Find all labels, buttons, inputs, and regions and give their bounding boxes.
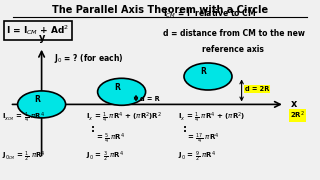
Text: The Parallel Axis Theorem with a Circle: The Parallel Axis Theorem with a Circle <box>52 5 268 15</box>
Text: reference axis: reference axis <box>202 45 263 54</box>
Text: J$_0$ = ? (for each): J$_0$ = ? (for each) <box>54 52 124 65</box>
Text: :: : <box>91 124 95 134</box>
Circle shape <box>98 78 146 105</box>
Text: y: y <box>38 33 45 43</box>
Text: J$_0$ = $\frac{3}{2}$ $\pi$R$^4$: J$_0$ = $\frac{3}{2}$ $\pi$R$^4$ <box>86 149 124 164</box>
Text: R: R <box>34 95 40 104</box>
Text: :: : <box>182 124 187 134</box>
Text: I$_x$ = $\frac{1}{4}$ $\pi$R$^4$ + ($\pi$R$^2$): I$_x$ = $\frac{1}{4}$ $\pi$R$^4$ + ($\pi… <box>178 111 245 125</box>
Circle shape <box>184 63 232 90</box>
Text: = $\frac{17}{4}$ $\pi$R$^4$: = $\frac{17}{4}$ $\pi$R$^4$ <box>187 131 220 146</box>
Text: I$_{CM}$ = I  relative to CM: I$_{CM}$ = I relative to CM <box>163 7 256 20</box>
Text: d = R: d = R <box>140 96 160 102</box>
Text: J$_{0_{CM}}$ = $\frac{1}{2}$ $\pi$R$^4$: J$_{0_{CM}}$ = $\frac{1}{2}$ $\pi$R$^4$ <box>2 149 45 164</box>
Text: I$_{x_{CM}}$ = $\frac{1}{4}$ $\pi$R$^4$: I$_{x_{CM}}$ = $\frac{1}{4}$ $\pi$R$^4$ <box>2 111 44 125</box>
Text: R: R <box>114 83 120 92</box>
Circle shape <box>18 91 66 118</box>
Text: I$_x$ = $\frac{1}{4}$ $\pi$R$^4$ + ($\pi$R$^2$)R$^2$: I$_x$ = $\frac{1}{4}$ $\pi$R$^4$ + ($\pi… <box>86 111 162 125</box>
Text: I = I$_{CM}$ + Ad$^{2}$: I = I$_{CM}$ + Ad$^{2}$ <box>6 23 70 37</box>
Text: J$_0$ = $\frac{9}{2}$ $\pi$R$^4$: J$_0$ = $\frac{9}{2}$ $\pi$R$^4$ <box>178 149 216 164</box>
Text: R: R <box>200 68 206 76</box>
Text: = $\frac{5}{4}$ $\pi$R$^4$: = $\frac{5}{4}$ $\pi$R$^4$ <box>96 131 125 146</box>
Text: d = distance from CM to the new: d = distance from CM to the new <box>163 29 305 38</box>
Text: d = 2R: d = 2R <box>245 86 269 92</box>
Text: 2R$^2$: 2R$^2$ <box>290 110 305 121</box>
Text: x: x <box>291 99 298 109</box>
